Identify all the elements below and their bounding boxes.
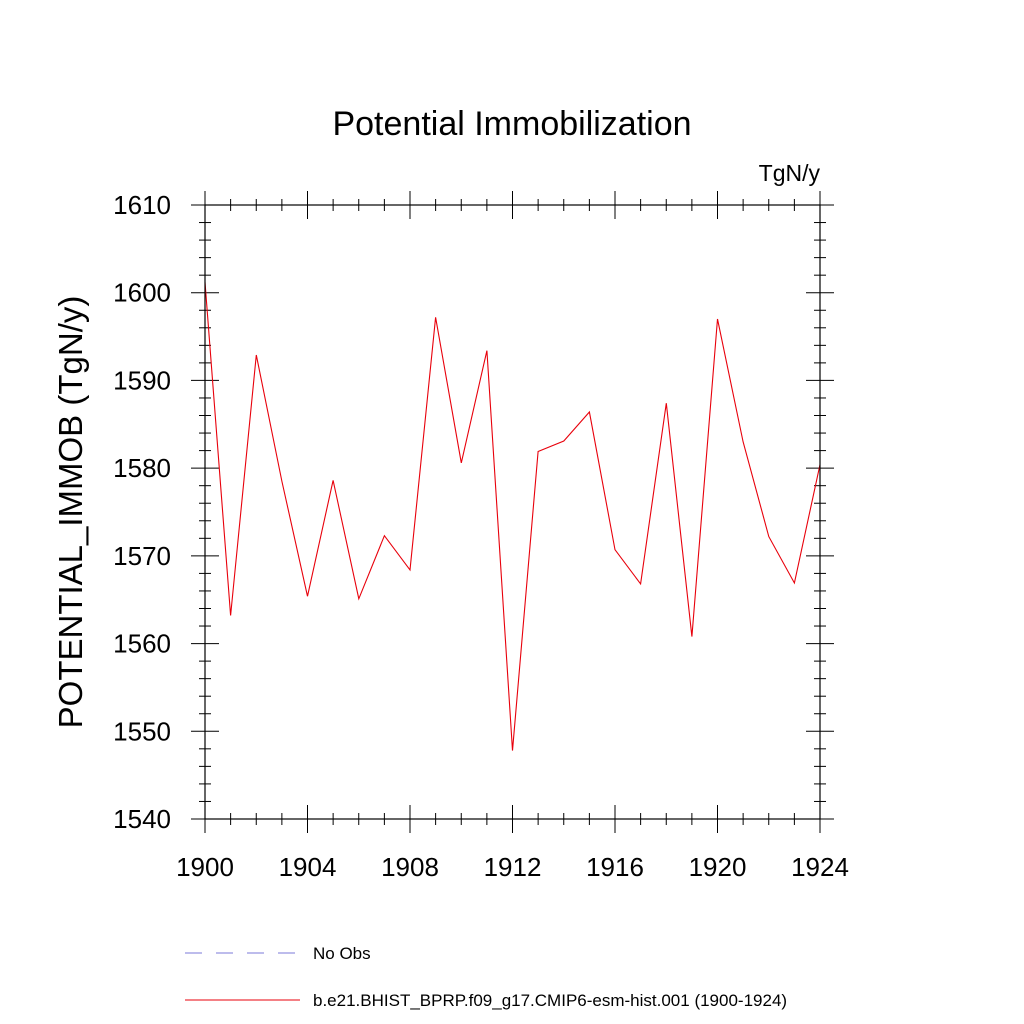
- plot-frame: [204, 204, 821, 820]
- x-tick-labels: 1900 1904 1908 1912 1916 1920 1924: [176, 852, 849, 882]
- series-group: [204, 282, 821, 751]
- chart-title: Potential Immobilization: [332, 105, 691, 143]
- x-tick-label: 1908: [381, 852, 439, 882]
- minor-ticks: [199, 199, 826, 825]
- y-tick-label: 1590: [113, 365, 171, 395]
- x-tick-label: 1900: [176, 852, 234, 882]
- x-tick-label: 1904: [279, 852, 337, 882]
- x-tick-label: 1912: [484, 852, 542, 882]
- y-tick-label: 1540: [113, 804, 171, 834]
- x-tick-label: 1920: [689, 852, 747, 882]
- y-tick-label: 1560: [113, 629, 171, 659]
- y-tick-label: 1550: [113, 716, 171, 746]
- y-tick-label: 1570: [113, 541, 171, 571]
- x-tick-label: 1916: [586, 852, 644, 882]
- y-tick-label: 1600: [113, 278, 171, 308]
- legend: No Obs b.e21.BHIST_BPRP.f09_g17.CMIP6-es…: [185, 944, 787, 1010]
- legend-label-no-obs: No Obs: [313, 944, 371, 963]
- y-tick-label: 1580: [113, 453, 171, 483]
- major-ticks: [191, 191, 834, 833]
- y-tick-label: 1610: [113, 190, 171, 220]
- series-line: [204, 282, 821, 751]
- x-tick-label: 1924: [791, 852, 849, 882]
- y-tick-labels: 1540 1550 1560 1570 1580 1590 1600 1610: [113, 190, 171, 834]
- units-label: TgN/y: [759, 160, 821, 186]
- y-axis-label: POTENTIAL_IMMOB (TgN/y): [52, 296, 89, 729]
- legend-label-model: b.e21.BHIST_BPRP.f09_g17.CMIP6-esm-hist.…: [313, 991, 787, 1010]
